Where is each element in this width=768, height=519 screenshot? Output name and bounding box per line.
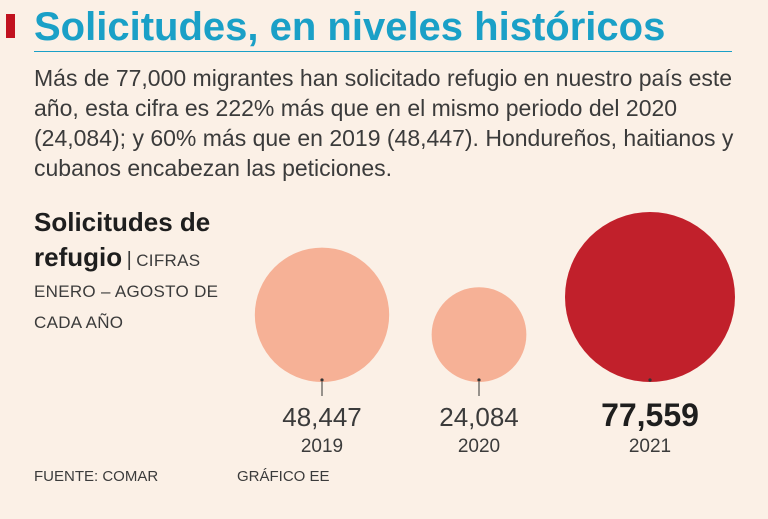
source-note: FUENTE: COMAR (34, 468, 159, 485)
bubble-2020 (431, 287, 527, 382)
category-label-2021: 2021 (629, 436, 671, 457)
category-label-2019: 2019 (301, 436, 343, 457)
bubble-anchor-2020 (477, 378, 481, 382)
accent-bar (6, 14, 15, 38)
bubble-2021 (565, 212, 735, 382)
bubble-anchor-2019 (320, 378, 324, 382)
value-label-2019: 48,447 (282, 402, 362, 432)
intro-paragraph: Más de 77,000 migrantes han solicitado r… (34, 65, 734, 181)
chart-title-separator: | (126, 249, 132, 271)
chart-heading: Solicitudes de refugio | CIFRAS ENERO – … (34, 207, 239, 339)
bubble-anchor-2021 (648, 378, 652, 382)
value-label-2020: 24,084 (439, 402, 519, 432)
graphic-credit: GRÁFICO EE (237, 468, 330, 485)
page-title: Solicitudes, en niveles históricos (34, 5, 666, 49)
title-divider (34, 51, 732, 52)
value-label-2021: 77,559 (601, 397, 699, 433)
chart-subtitle: CIFRAS ENERO – AGOSTO DE CADA AÑO (34, 251, 219, 332)
chart-title: Solicitudes de refugio (34, 207, 211, 272)
bubble-2019 (254, 247, 390, 382)
category-label-2020: 2020 (458, 436, 500, 457)
